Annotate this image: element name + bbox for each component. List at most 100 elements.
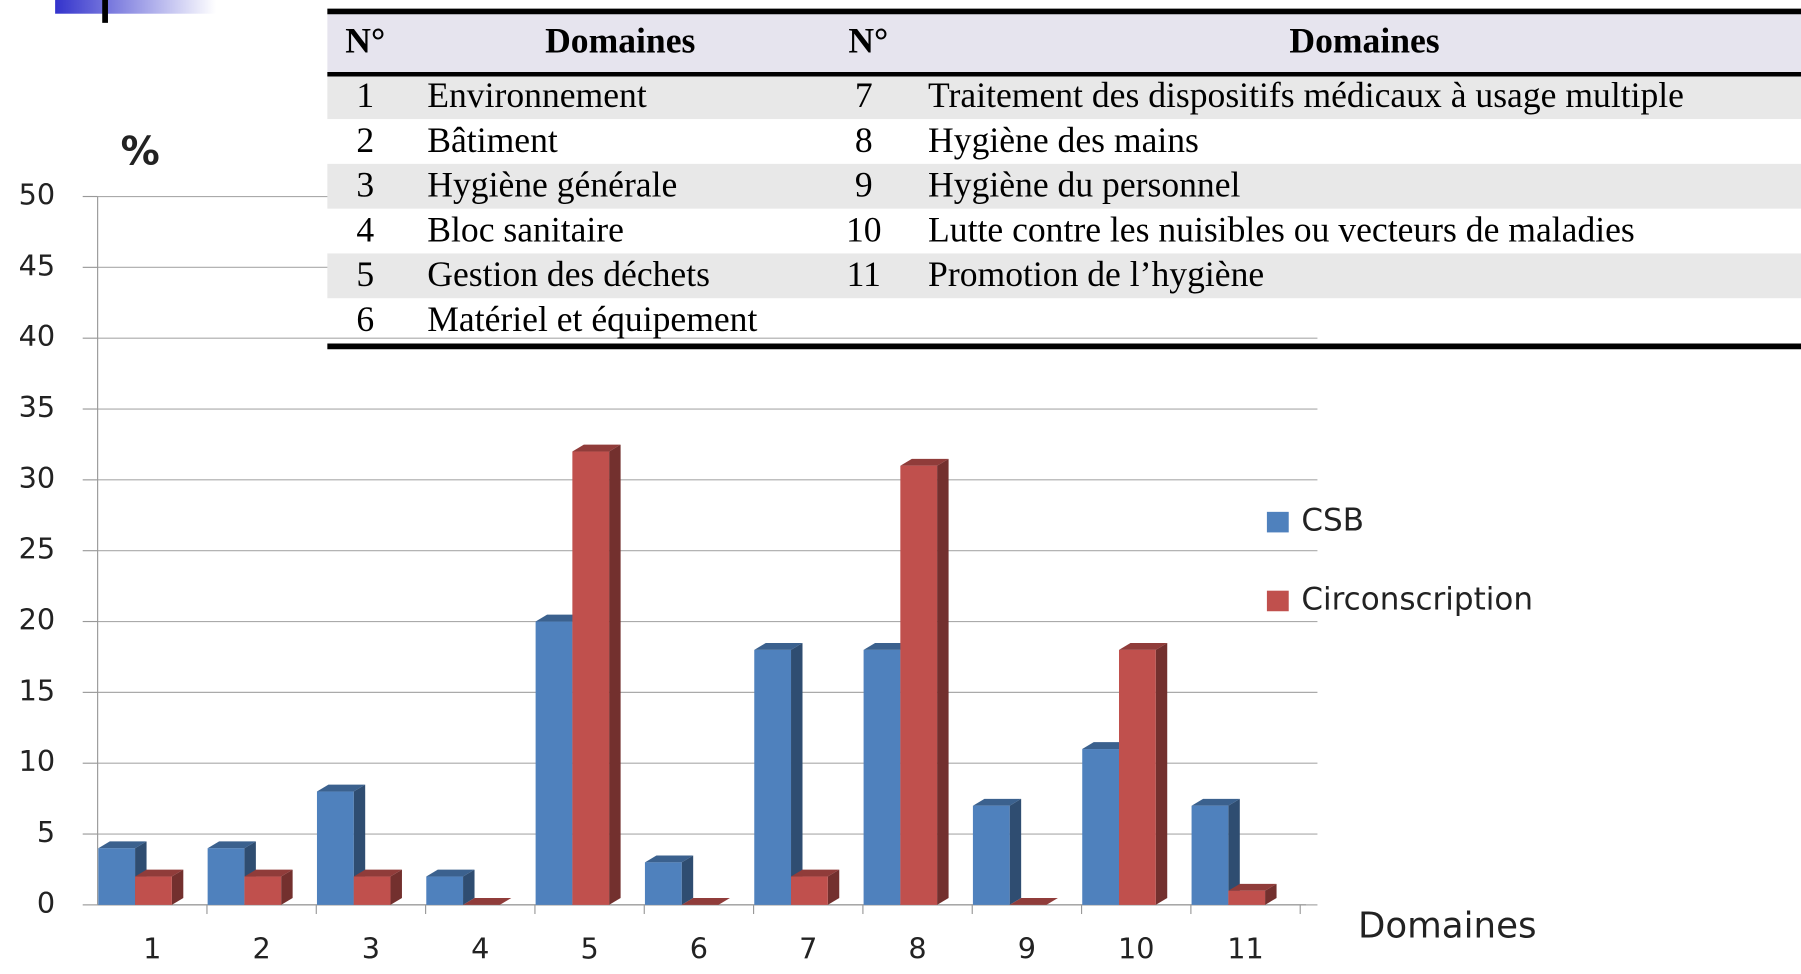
x-tick-label: 6 [690,932,708,966]
table-cell: Traitement des dispositifs médicaux à us… [928,75,1684,115]
decoration [55,0,216,14]
bar-side [609,444,621,905]
table-cell: Promotion de l’hygiène [928,254,1264,294]
bar [316,791,354,905]
table-cell: Hygiène des mains [928,120,1199,160]
bar [900,465,938,905]
y-tick-label: 50 [19,178,56,212]
table-header: N° [848,21,888,61]
bar-top [135,869,184,877]
table-cell: 7 [855,75,873,115]
table-cell: 2 [356,120,374,160]
bar [98,848,136,905]
x-tick-label: 10 [1118,932,1155,966]
bar-top [572,444,621,452]
table-header: N° [345,21,385,61]
row-bg [327,253,1801,299]
y-tick-label: 30 [19,461,56,495]
table-cell: Lutte contre les nuisibles ou vecteurs d… [928,210,1635,250]
bar [791,876,828,905]
bar [426,876,464,905]
y-axis-label: % [121,130,160,175]
legend-swatch [1266,511,1289,533]
bar-top [791,869,840,877]
bar-top [353,869,402,877]
bar [353,876,391,905]
y-tick-label: 40 [19,319,56,353]
x-tick-label: 5 [580,932,598,966]
table-cell: 4 [356,210,374,250]
bar-top [644,855,694,863]
y-tick-label: 0 [37,886,55,920]
y-tick-label: 15 [19,673,56,707]
row-bg [327,74,1801,120]
table-cell: Hygiène du personnel [928,165,1240,205]
legend-label: Circonscription [1301,582,1533,618]
bar [135,876,172,905]
bar [754,649,792,905]
legend-swatch [1266,590,1289,612]
bar-side [1265,883,1277,905]
x-tick-label: 1 [143,932,161,966]
table-cell: 10 [846,210,882,250]
bar [207,848,245,905]
legend-label: CSB [1301,503,1364,539]
bar-side [281,869,293,905]
table-cell: 5 [356,254,374,294]
table-cell: 6 [356,299,374,339]
y-tick-label: 5 [37,815,55,849]
table-cell: 1 [356,75,374,115]
table-cell: Environnement [427,75,647,115]
bar-top [1228,883,1277,891]
bar-top [1082,742,1131,750]
table-cell: 8 [855,120,873,160]
table-cell: Matériel et équipement [427,299,757,339]
row-bg [327,163,1801,209]
bar-top [535,614,584,622]
bar-top [1118,643,1168,650]
bar [972,805,1010,905]
bar-top [207,841,256,849]
bar-top [98,841,147,849]
table-header: Domaines [1289,21,1439,61]
bar-top [972,798,1022,806]
bar-top [681,898,730,905]
table-cell: 9 [855,165,873,205]
bar-side [937,458,949,905]
table-cell: Bâtiment [427,120,558,160]
bar-side [1009,798,1022,905]
bar-side [390,869,402,905]
x-tick-label: 4 [471,932,489,966]
bar-top [244,869,293,877]
bar-side [1155,643,1168,905]
bar-top [426,869,475,877]
y-tick-label: 45 [19,248,56,282]
y-tick-label: 10 [19,744,56,778]
bar [535,621,573,905]
bar-top [754,643,803,650]
bar-side [463,869,475,905]
table-header: Domaines [545,21,695,61]
table-cell: Hygiène générale [427,165,677,205]
bar-side [171,869,184,905]
x-tick-label: 11 [1227,932,1264,966]
y-tick-label: 25 [19,532,56,566]
y-tick-label: 35 [19,390,56,424]
bar-top [900,458,949,466]
x-axis-label: Domaines [1358,906,1537,947]
bar-top [316,784,366,792]
bar [572,451,610,905]
x-tick-label: 8 [908,932,926,966]
bar [1118,649,1156,905]
x-tick-label: 9 [1018,932,1036,966]
bar-top [1009,898,1058,905]
table-header-bg [327,11,1801,75]
bar [644,862,682,905]
bar [1191,805,1229,905]
bar [863,649,901,905]
bar-side [681,855,694,905]
bar-top [863,643,912,650]
